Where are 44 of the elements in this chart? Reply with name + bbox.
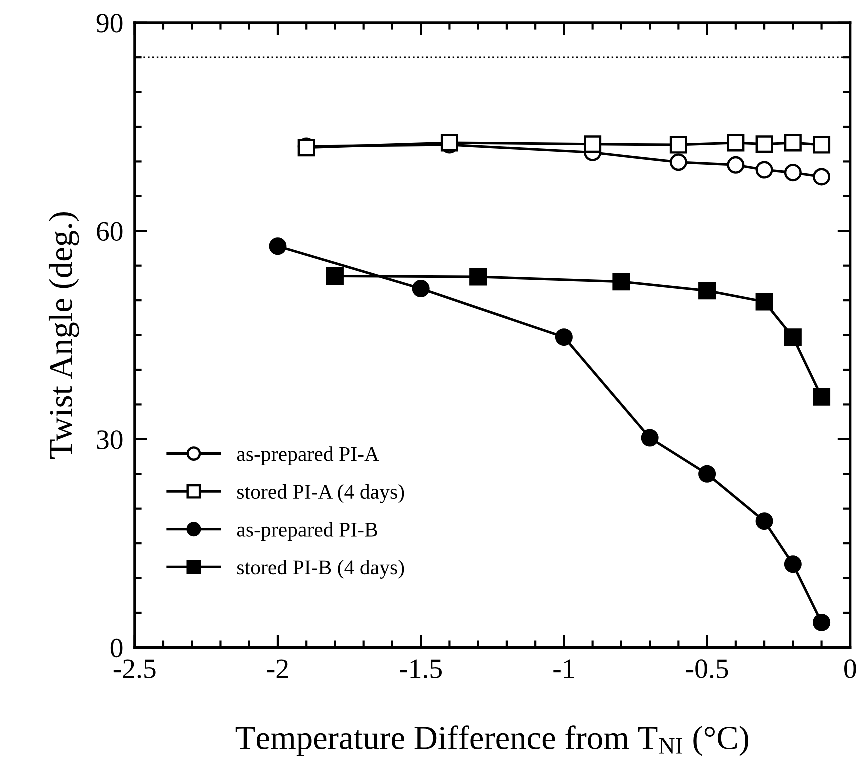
point (813, 388, 831, 406)
point (784, 328, 802, 346)
point (784, 134, 802, 152)
legend-label: as-prepared PI-A (237, 446, 380, 466)
y-tick-label: 90 (96, 14, 123, 33)
point (784, 164, 802, 182)
point (784, 556, 802, 574)
point (584, 136, 602, 154)
point (326, 268, 344, 286)
point (756, 293, 774, 311)
point (698, 282, 716, 300)
x-axis-title: Temperature Difference from T$_{NI}$ (°C) (236, 726, 748, 756)
point (813, 614, 831, 632)
y-axis-title: Twist Angle (deg.) (48, 212, 80, 459)
point (698, 465, 716, 483)
point (298, 139, 316, 157)
x-tick-label: -2 (267, 660, 288, 678)
point (727, 134, 745, 152)
point (670, 136, 688, 154)
point (412, 280, 430, 298)
legend-label: stored PI-A (4 days) (238, 484, 404, 504)
point (641, 429, 659, 447)
point (269, 238, 287, 256)
x-tick-label: 0 (844, 660, 856, 678)
x-tick-label: -0.5 (686, 660, 728, 678)
point (756, 512, 774, 530)
y-tick-label: 0 (110, 638, 123, 658)
point (440, 134, 458, 152)
x-tick-label: -1 (554, 660, 574, 678)
point (612, 273, 630, 291)
point (813, 168, 831, 186)
point (756, 161, 774, 179)
point (813, 136, 831, 154)
point (555, 328, 573, 346)
x-tick-label: -2.5 (114, 660, 156, 678)
point (670, 154, 688, 172)
point (756, 136, 774, 154)
legend-label: stored PI-B (4 days) (238, 560, 404, 579)
y-tick-label: 60 (97, 222, 123, 242)
legend-label: as-prepared PI-B (237, 522, 378, 542)
y-tick-label: 30 (97, 430, 123, 450)
point (470, 268, 488, 286)
x-tick-label: -1.5 (400, 660, 442, 678)
point (727, 156, 745, 174)
